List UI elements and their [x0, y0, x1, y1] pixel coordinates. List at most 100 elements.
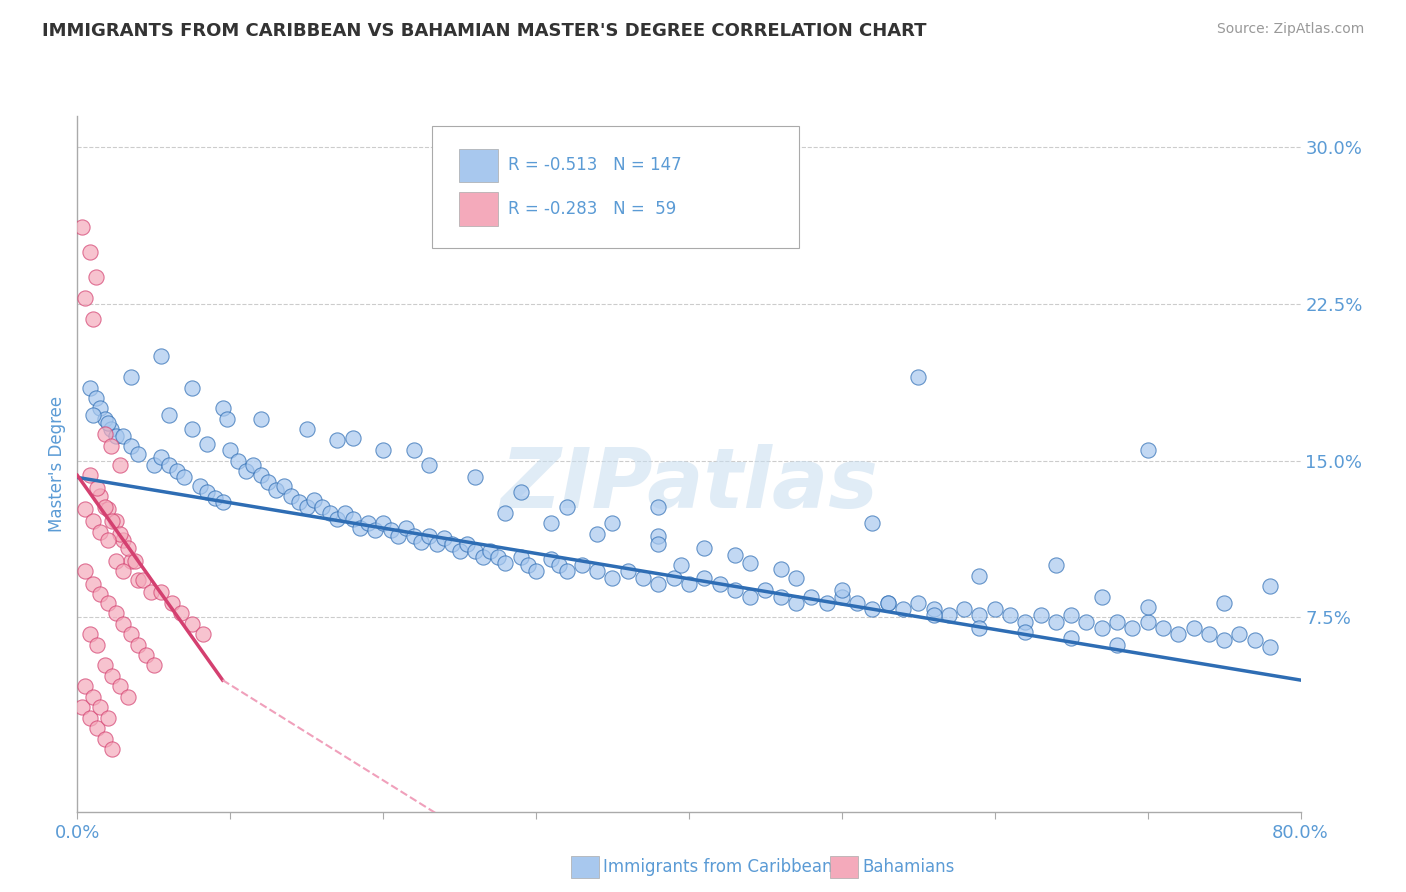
Point	[1136, 443, 1159, 458]
Point	[79, 468, 101, 483]
Point	[1243, 633, 1265, 648]
Point	[586, 526, 609, 541]
Point	[128, 638, 150, 652]
Point	[449, 543, 471, 558]
Point	[1229, 627, 1251, 641]
Point	[342, 431, 364, 445]
Point	[671, 558, 693, 573]
Point	[1198, 627, 1220, 641]
Point	[94, 426, 117, 441]
Point	[740, 590, 762, 604]
Point	[112, 616, 135, 631]
Point	[815, 596, 838, 610]
Point	[831, 590, 853, 604]
Point	[104, 554, 127, 568]
Point	[142, 458, 165, 472]
Point	[1107, 615, 1129, 629]
Point	[862, 602, 884, 616]
Point	[89, 700, 111, 714]
Point	[678, 577, 700, 591]
Point	[1014, 625, 1036, 640]
Point	[846, 596, 869, 610]
Point	[235, 464, 257, 478]
Point	[1213, 596, 1236, 610]
Point	[1136, 615, 1159, 629]
Point	[998, 608, 1021, 623]
FancyBboxPatch shape	[432, 127, 799, 248]
Point	[250, 468, 273, 483]
Point	[191, 627, 214, 641]
Point	[969, 568, 991, 582]
Point	[662, 571, 685, 585]
Point	[693, 541, 716, 556]
Point	[70, 700, 93, 714]
Point	[181, 616, 204, 631]
Point	[101, 669, 124, 683]
Point	[97, 596, 120, 610]
Point	[84, 391, 107, 405]
Point	[571, 558, 593, 573]
Point	[1060, 632, 1083, 646]
Point	[318, 506, 340, 520]
Point	[181, 381, 204, 395]
Point	[104, 428, 127, 442]
Point	[387, 529, 409, 543]
Point	[984, 602, 1007, 616]
Text: ZIPatlas: ZIPatlas	[501, 444, 877, 525]
Point	[380, 523, 402, 537]
Point	[907, 370, 929, 384]
Point	[876, 596, 898, 610]
Point	[693, 571, 716, 585]
Point	[1136, 599, 1159, 614]
Point	[953, 602, 976, 616]
Point	[120, 627, 142, 641]
Point	[1091, 590, 1114, 604]
Point	[540, 552, 562, 566]
Point	[1029, 608, 1052, 623]
Point	[181, 422, 204, 436]
Point	[120, 554, 142, 568]
Point	[754, 583, 776, 598]
Point	[257, 475, 280, 489]
Point	[464, 470, 486, 484]
Point	[94, 731, 117, 746]
Point	[84, 269, 107, 284]
Point	[555, 500, 578, 514]
Point	[769, 562, 792, 576]
Point	[785, 596, 807, 610]
Point	[326, 433, 349, 447]
Point	[402, 529, 425, 543]
Point	[1107, 638, 1129, 652]
Point	[862, 516, 884, 531]
Point	[876, 596, 898, 610]
Point	[100, 439, 122, 453]
Point	[86, 721, 108, 735]
Point	[440, 537, 463, 551]
Point	[170, 606, 193, 620]
Point	[82, 577, 104, 591]
Point	[602, 516, 624, 531]
Point	[486, 549, 509, 564]
Point	[555, 565, 578, 579]
Point	[495, 506, 517, 520]
Y-axis label: Master's Degree: Master's Degree	[48, 396, 66, 532]
Point	[97, 416, 120, 430]
Point	[304, 493, 326, 508]
Point	[73, 565, 96, 579]
Point	[150, 349, 173, 363]
Point	[70, 219, 93, 234]
Point	[166, 464, 188, 478]
Point	[364, 523, 387, 537]
Point	[402, 443, 425, 458]
Point	[82, 514, 104, 528]
Point	[495, 556, 517, 570]
Point	[1014, 615, 1036, 629]
Text: Bahamians: Bahamians	[862, 858, 955, 876]
Point	[1121, 621, 1143, 635]
Point	[132, 573, 155, 587]
Point	[433, 531, 456, 545]
Point	[411, 535, 433, 549]
Point	[79, 244, 101, 259]
Point	[211, 495, 233, 509]
Point	[135, 648, 157, 662]
